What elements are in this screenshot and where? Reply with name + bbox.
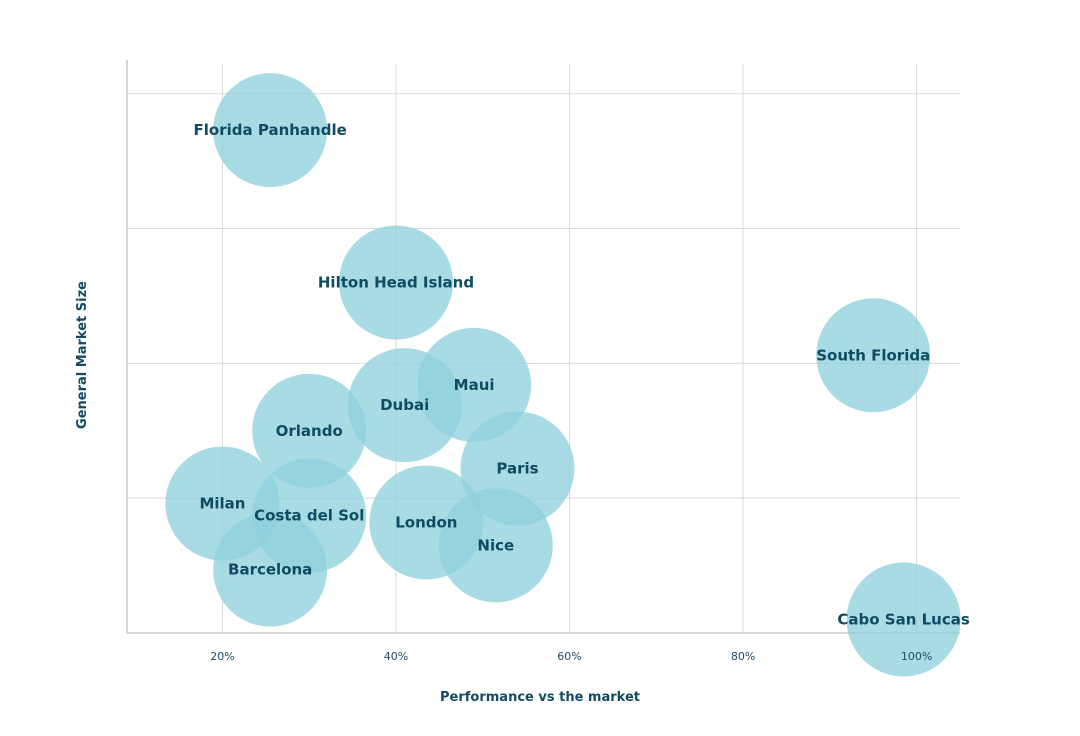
bubble-label: Paris <box>496 460 538 478</box>
bubble-label: Maui <box>454 376 495 394</box>
bubble-label: South Florida <box>816 346 930 364</box>
bubble <box>347 348 462 463</box>
bubbles <box>165 73 961 677</box>
x-tick-labels: 20% 40% 60% 80% 100% <box>210 650 932 663</box>
bubble-label: Florida Panhandle <box>194 121 347 139</box>
bubble-label: Cabo San Lucas <box>837 611 969 629</box>
bubble <box>213 73 328 188</box>
x-tick-label: 80% <box>731 650 755 663</box>
bubble-label: London <box>395 513 457 531</box>
bubble-label: Milan <box>199 495 245 513</box>
bubble <box>213 512 328 627</box>
x-tick-label: 100% <box>901 650 932 663</box>
bubble-label: Nice <box>477 536 514 554</box>
bubble-label: Dubai <box>380 396 429 414</box>
x-tick-label: 20% <box>210 650 234 663</box>
x-tick-label: 40% <box>384 650 408 663</box>
bubble <box>438 488 553 603</box>
axes <box>126 60 960 634</box>
bubble-label: Barcelona <box>228 561 312 579</box>
bubble <box>252 373 367 488</box>
bubble <box>338 225 453 340</box>
x-axis-title: Performance vs the market <box>440 690 640 705</box>
bubble <box>846 562 961 677</box>
x-tick-label: 60% <box>557 650 581 663</box>
y-axis-title: General Market Size <box>75 281 90 429</box>
bubble-label: Orlando <box>276 422 343 440</box>
bubble-labels: Florida Panhandle Hilton Head Island South… <box>194 121 970 628</box>
bubble-label: Costa del Sol <box>254 507 364 525</box>
bubble-label: Hilton Head Island <box>318 273 474 291</box>
bubble <box>816 298 931 413</box>
